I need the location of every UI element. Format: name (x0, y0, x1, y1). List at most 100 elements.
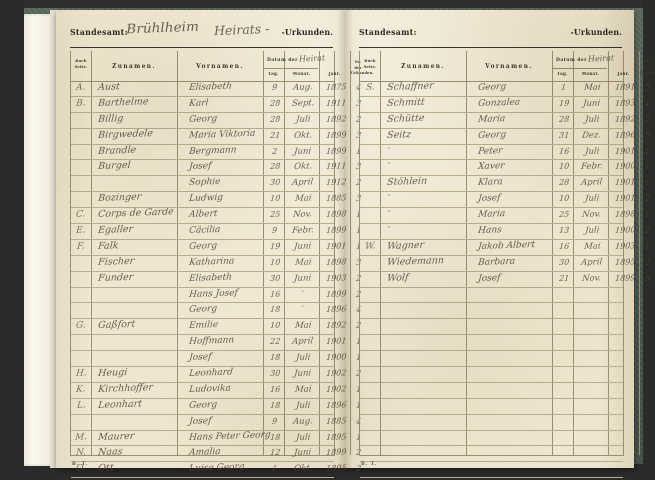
row-zuname: Barthelme (97, 96, 149, 109)
standesamt-label-right: Standesamt: (359, 28, 417, 38)
row-certificate-number: 1 (645, 209, 652, 220)
table-row: Birgwedele Maria Viktoria 21 Okt. 1899 3 (71, 129, 362, 145)
row-month: ″ (300, 305, 306, 316)
urkunden-label-right: -Urkunden. (570, 28, 622, 38)
row-vorname: Karl (188, 98, 209, 109)
table-row: Hans Josef 16 ″ 1899 2 (71, 288, 362, 304)
row-zuname (93, 176, 182, 191)
row-day: 25 (558, 209, 570, 220)
row-vorname: Ludovika (188, 383, 232, 395)
row-day: 30 (269, 273, 281, 283)
row-day: 10 (269, 257, 281, 267)
row-day: 28 (269, 162, 281, 172)
row-year: 1899 (614, 272, 636, 283)
col-header-monat-right: Monat. (581, 72, 600, 77)
row-zuname: Schütte (386, 112, 425, 125)
row-zuname: Wolf (386, 271, 409, 284)
table-row: C. Corps de Garde Albert 25 Nov. 1898 1 (71, 208, 362, 225)
table-row (360, 462, 623, 479)
row-zuname: Naas (97, 446, 124, 459)
row-year: 1898 (614, 209, 636, 220)
register-page-right: Standesamt: -Urkunden. Buch Seite (345, 10, 655, 479)
row-day: 30 (558, 257, 570, 267)
row-vorname: Leonhard (188, 367, 234, 380)
row-day: 9 (272, 416, 279, 426)
row-index-letter (360, 160, 380, 175)
table-row: Sophie 30 April 1912 2 (71, 176, 362, 193)
row-year: 1903 (614, 241, 636, 251)
table-row: Fischer Katharina 10 Mai 1898 3 (71, 256, 362, 272)
row-month: Okt. (293, 130, 313, 141)
row-zuname: Seitz (386, 128, 412, 141)
table-header-row: Buch Seite. Zunamen. Vornamen. Datum der … (71, 51, 374, 82)
row-zuname (93, 415, 182, 430)
row-zuname: Kirchhoffer (97, 382, 154, 395)
table-row (360, 399, 623, 415)
table-row: ″ Xaver 10 Febr. 1900 1 (360, 160, 651, 177)
row-day: 30 (269, 368, 281, 379)
row-vorname: Josef (477, 272, 501, 284)
table-row: ″ Josef 10 Juli 1901 2 (360, 192, 651, 209)
row-index-letter (360, 113, 380, 128)
row-vorname: Jakob Albert (477, 239, 536, 252)
row-year: 1895 (614, 257, 636, 267)
table-row: Burgel Josef 28 Okt. 1911 3 (71, 160, 362, 177)
row-index-letter (71, 113, 91, 128)
table-row: Seitz Georg 31 Dez. 1896 3 (360, 128, 651, 145)
row-vorname: Amalia (188, 447, 221, 459)
row-year: 1900 (614, 161, 636, 172)
table-row: Brandle Bergmann 2 Juni 1899 1 (71, 144, 362, 161)
row-index-letter (71, 415, 91, 430)
table-body-right: S. Schaffner Georg 1 Mai 1891 5 Schmitt Gonzalea… (360, 81, 651, 479)
row-index-letter (360, 256, 380, 271)
col-header-buchseite-right: Buch Seite. (363, 58, 377, 69)
row-month: Juni (294, 241, 312, 252)
row-certificate-number: 3 (645, 273, 652, 283)
row-day: 16 (558, 146, 570, 156)
row-zuname: Funder (97, 271, 134, 284)
table-row: O. Ott Luise Georg 1 Okt. 1895 2 (71, 462, 362, 479)
row-vorname: Josef (188, 161, 212, 173)
table-row: ″ Peter 16 Juli 1901 1 (360, 145, 651, 161)
table-row: E. Egaller Cäcilia 9 Febr. 1899 1 (71, 224, 362, 240)
col-header-jahr-right: Jahr. (617, 72, 630, 77)
table-row (360, 446, 623, 463)
row-day: 16 (558, 241, 570, 251)
row-index-letter (360, 129, 380, 144)
cover-shadow-top (0, 0, 655, 8)
table-row (360, 367, 623, 383)
col-header-vornamen-right: Vornamen. (485, 62, 533, 70)
row-month: Mai (294, 193, 312, 205)
row-month: Aug. (292, 415, 314, 427)
row-vorname: Bergmann (188, 144, 237, 157)
row-zuname: Aust (97, 81, 121, 94)
row-day: 22 (269, 336, 281, 347)
row-vorname: Maria (477, 209, 506, 221)
row-day: 28 (269, 98, 281, 108)
table-row (360, 335, 623, 352)
row-day: 1 (272, 464, 279, 474)
row-index-letter (360, 97, 380, 112)
row-zuname: Brandle (97, 144, 137, 157)
row-index-letter: M. (74, 431, 88, 443)
row-year: 1900 (614, 225, 636, 236)
row-year: 1891 (614, 82, 636, 93)
row-certificate-number: 2 (645, 257, 652, 267)
table-row: G. Gaßfort Emilie 10 Mai 1892 2 (71, 319, 362, 336)
col-header-datum-right: Datum der (556, 57, 587, 63)
row-zuname: Stöhlein (386, 176, 428, 189)
table-row: M. Maurer Hans Peter Georg 18 Juli 1895 1 (71, 431, 362, 447)
row-zuname: Wagner (386, 239, 425, 252)
table-row: Josef 18 Juli 1900 1 (71, 351, 362, 368)
row-vorname: Klara (477, 177, 504, 189)
row-day: 16 (269, 384, 281, 394)
row-certificate-number: 1 (645, 146, 652, 156)
table-row: ″ Hans 13 Juli 1900 2 (360, 224, 651, 240)
row-month: Nov. (582, 209, 602, 221)
row-vorname: Elisabeth (188, 81, 233, 94)
row-index-letter (71, 288, 91, 303)
row-month: Juli (584, 146, 600, 157)
row-certificate-number: 2 (645, 225, 652, 236)
